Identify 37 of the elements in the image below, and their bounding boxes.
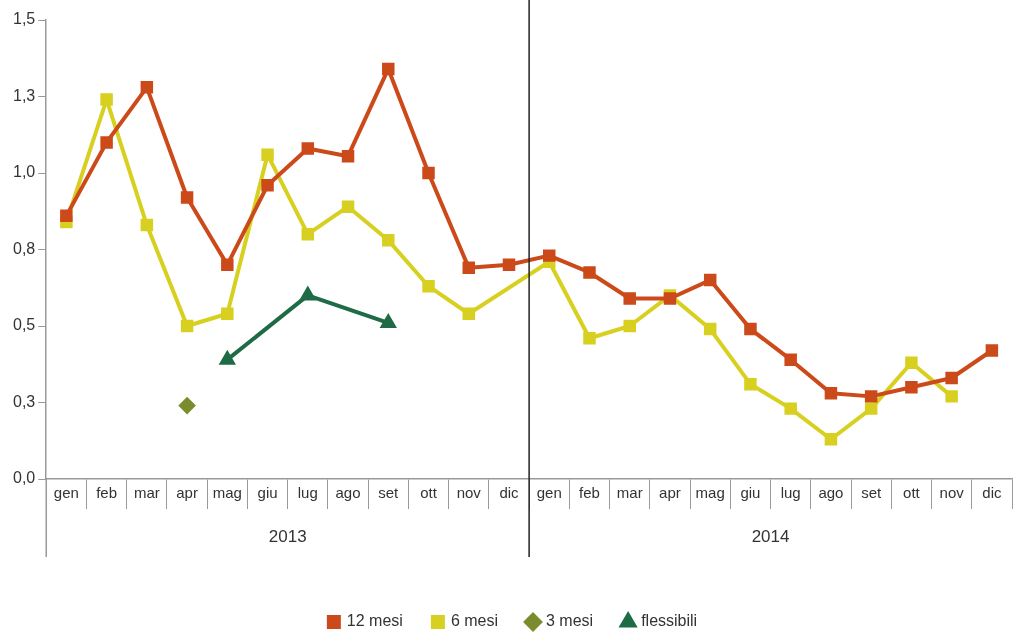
x-tick-label: feb [96, 484, 118, 502]
legend-label: 12 mesi [346, 612, 403, 630]
x-tick-label: lug [780, 484, 801, 502]
x-tick-label: set [861, 484, 882, 502]
text: 2014 [751, 526, 790, 546]
x-tick-label: feb [579, 484, 600, 502]
text: 2013 [268, 526, 307, 546]
y-tick-label: 1,0 [12, 163, 36, 181]
x-tick-label: lug [297, 484, 318, 502]
x-tick-label: set [378, 484, 400, 502]
y-tick-label: 1,3 [12, 86, 36, 104]
y-tick-label: 0,8 [12, 239, 36, 257]
x-tick-label: ott [420, 484, 438, 502]
legend-label: flessibili [641, 612, 698, 630]
legend-label: 3 mesi [546, 612, 594, 630]
x-tick-label: mar [616, 484, 643, 502]
x-tick-label: mag [695, 484, 725, 502]
x-tick-label: mag [212, 484, 242, 502]
x-tick-label: nov [456, 484, 482, 502]
y-tick-label: 0,3 [12, 392, 36, 410]
y-tick-label: 1,5 [12, 10, 36, 28]
y-tick-label: 0,5 [12, 316, 36, 334]
x-tick-label: apr [659, 484, 681, 502]
x-tick-label: apr [176, 484, 198, 502]
x-tick-label: dic [982, 484, 1002, 502]
y-tick-label: 0,0 [12, 469, 36, 487]
x-tick-label: giu [740, 484, 761, 502]
x-tick-label: gen [536, 484, 562, 502]
x-tick-label: ago [818, 484, 844, 502]
x-tick-label: dic [499, 484, 520, 502]
x-tick-label: ago [335, 484, 361, 502]
x-tick-label: nov [939, 484, 965, 502]
legend-label: 6 mesi [450, 612, 498, 630]
x-tick-label: gen [53, 484, 79, 502]
x-tick-label: giu [257, 484, 278, 502]
x-tick-label: ott [903, 484, 921, 502]
x-tick-label: mar [133, 484, 160, 502]
